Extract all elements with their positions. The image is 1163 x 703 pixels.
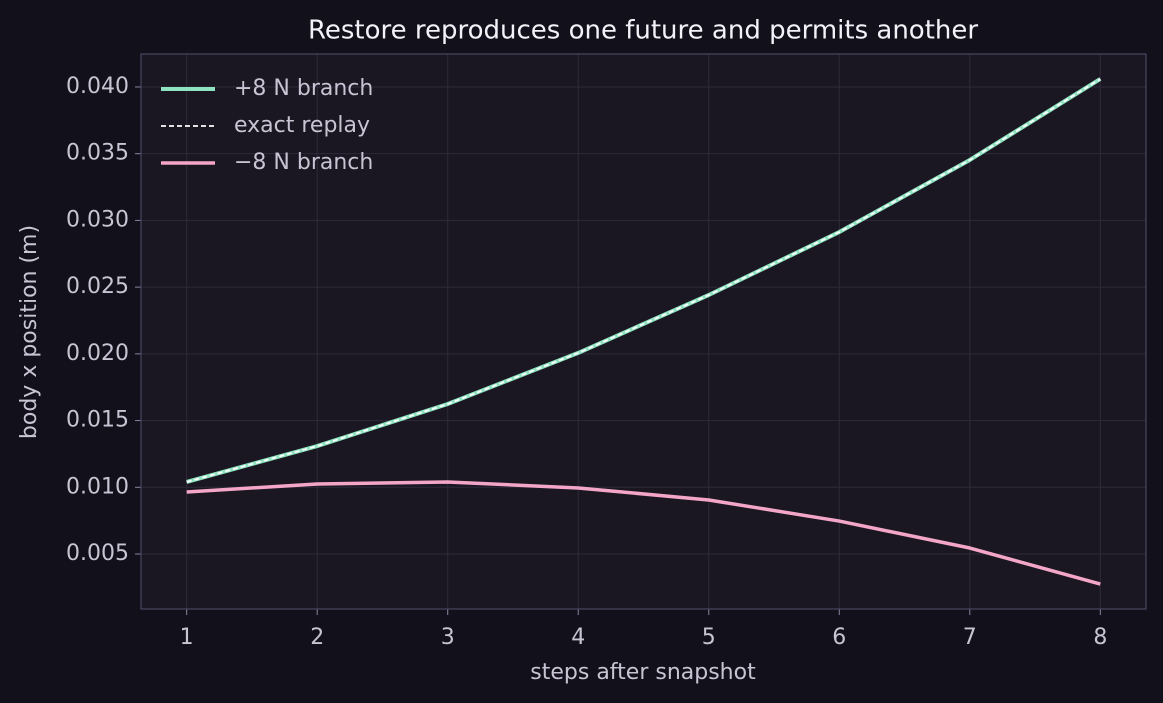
x-tick-label: 5 xyxy=(702,625,716,650)
plot-frame xyxy=(140,53,1147,610)
x-tick-label: 2 xyxy=(310,625,324,650)
y-tick-label: 0.010 xyxy=(66,474,129,499)
x-tick-label: 4 xyxy=(571,625,585,650)
y-tick-label: 0.005 xyxy=(66,541,129,566)
x-tick-label: 8 xyxy=(1093,625,1107,650)
series-line xyxy=(186,480,1101,586)
legend-label: −8 N branch xyxy=(234,150,373,175)
x-tick-label: 6 xyxy=(832,625,846,650)
x-tick-label: 7 xyxy=(963,625,977,650)
legend-label: exact replay xyxy=(234,113,370,138)
x-tick-label: 1 xyxy=(180,625,194,650)
y-tick-label: 0.025 xyxy=(66,274,129,299)
y-tick-label: 0.020 xyxy=(66,341,129,366)
series-line xyxy=(186,78,1101,483)
y-tick-label: 0.015 xyxy=(66,408,129,433)
x-tick-label: 3 xyxy=(441,625,455,650)
y-axis-label: body x position (m) xyxy=(17,225,42,439)
y-tick-label: 0.040 xyxy=(66,74,129,99)
x-axis-label: steps after snapshot xyxy=(530,660,756,685)
legend-label: +8 N branch xyxy=(234,76,373,101)
y-tick-label: 0.035 xyxy=(66,141,129,166)
plot-area xyxy=(141,54,1146,609)
chart-title: Restore reproduces one future and permit… xyxy=(308,16,978,46)
y-tick-label: 0.030 xyxy=(66,207,129,232)
